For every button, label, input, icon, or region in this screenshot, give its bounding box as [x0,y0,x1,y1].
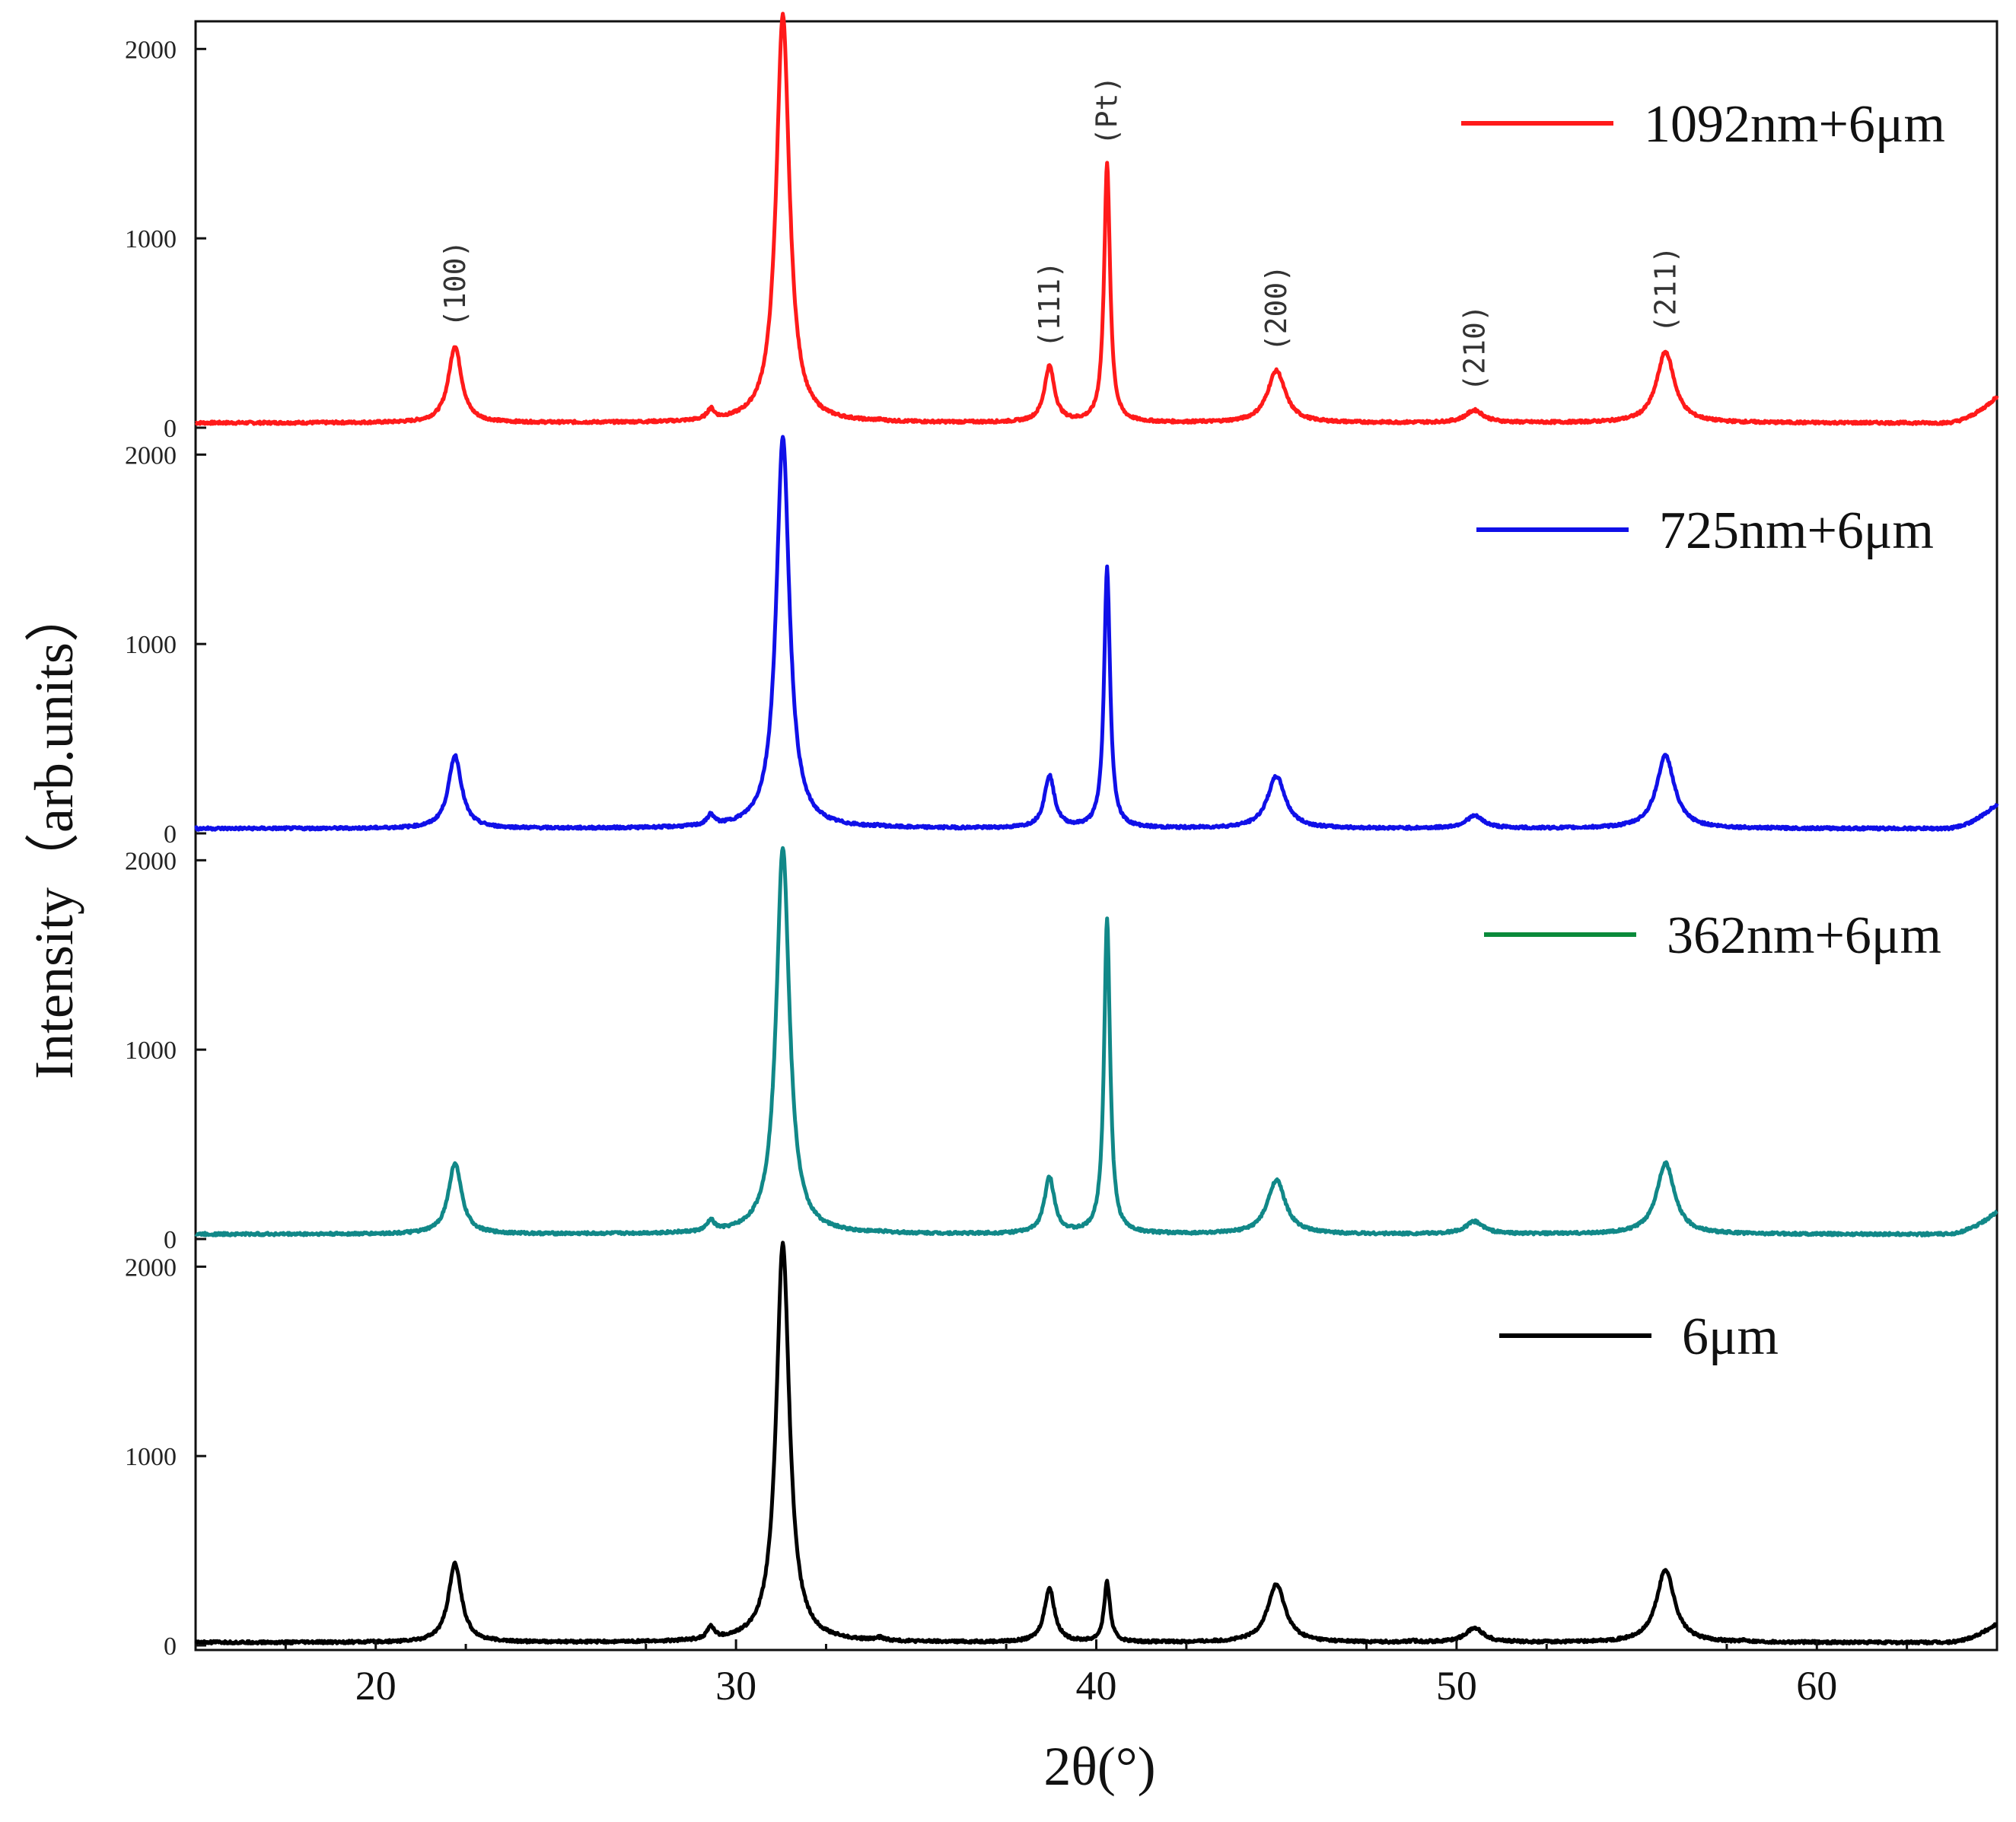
series-line-1 [194,435,1999,832]
y-tick-label: 2000 [125,441,177,470]
y-tick-label: 0 [164,415,177,443]
y-tick-label: 2000 [125,847,177,875]
peak-label: (211) [1649,246,1683,333]
peak-label: (Pt) [1091,76,1124,146]
legend-label-0: 1092nm+6μm [1644,95,1945,154]
peak-label: (111) [1033,261,1066,348]
y-tick-label: 1000 [125,1037,177,1065]
y-tick-label: 1000 [125,225,177,253]
y-tick-label: 0 [164,1632,177,1661]
peak-label-layer: (100)(110)(111)(Pt)(200)(210)(211) [438,76,1683,392]
series-layer [194,11,1999,1646]
y-axis-title: Intensity（arb.units） [24,588,84,1079]
peak-label: (210) [1458,304,1492,391]
y-tick-label: 0 [164,820,177,849]
x-tick-label: 30 [715,1663,756,1709]
y-tick-label: 0 [164,1226,177,1254]
y-tick-label: 2000 [125,1253,177,1282]
series-line-0 [194,11,1999,426]
peak-label: (100) [438,240,472,327]
series-line-2 [194,846,1998,1237]
y-tick-label: 1000 [125,1443,177,1471]
legend-layer: 1092nm+6μm 725nm+6μm 362nm+6μm 6μm [1461,95,1945,1366]
x-tick-label: 20 [355,1663,397,1709]
legend-label-2: 362nm+6μm [1667,906,1941,965]
x-tick-label: 40 [1076,1663,1117,1709]
y-tick-label: 1000 [125,631,177,659]
x-axis-title: 2θ(°) [1043,1736,1155,1797]
legend-label-3: 6μm [1682,1308,1779,1366]
series-line-3 [194,1241,1998,1646]
y-tick-label: 2000 [125,36,177,64]
x-tick-label: 60 [1796,1663,1837,1709]
peak-label: (200) [1260,265,1293,352]
x-tick-label: 50 [1436,1663,1477,1709]
legend-label-1: 725nm+6μm [1659,502,1934,560]
